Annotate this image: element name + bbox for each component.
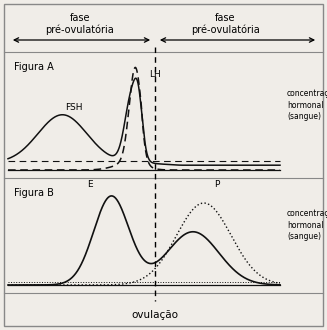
Text: ovulação: ovulação xyxy=(131,310,179,320)
Text: pré-ovulatória: pré-ovulatória xyxy=(191,25,259,35)
Text: concentração
hormonal
(sangue): concentração hormonal (sangue) xyxy=(287,210,327,241)
Text: Figura B: Figura B xyxy=(14,188,54,198)
Text: Figura A: Figura A xyxy=(14,62,54,72)
Text: FSH: FSH xyxy=(65,103,82,112)
Text: fase: fase xyxy=(70,13,90,23)
Text: LH: LH xyxy=(149,70,161,79)
Text: pré-ovulatória: pré-ovulatória xyxy=(46,25,114,35)
Text: P: P xyxy=(214,180,219,189)
Text: fase: fase xyxy=(215,13,235,23)
Text: E: E xyxy=(87,180,93,189)
Text: concentração
hormonal
(sangue): concentração hormonal (sangue) xyxy=(287,89,327,120)
